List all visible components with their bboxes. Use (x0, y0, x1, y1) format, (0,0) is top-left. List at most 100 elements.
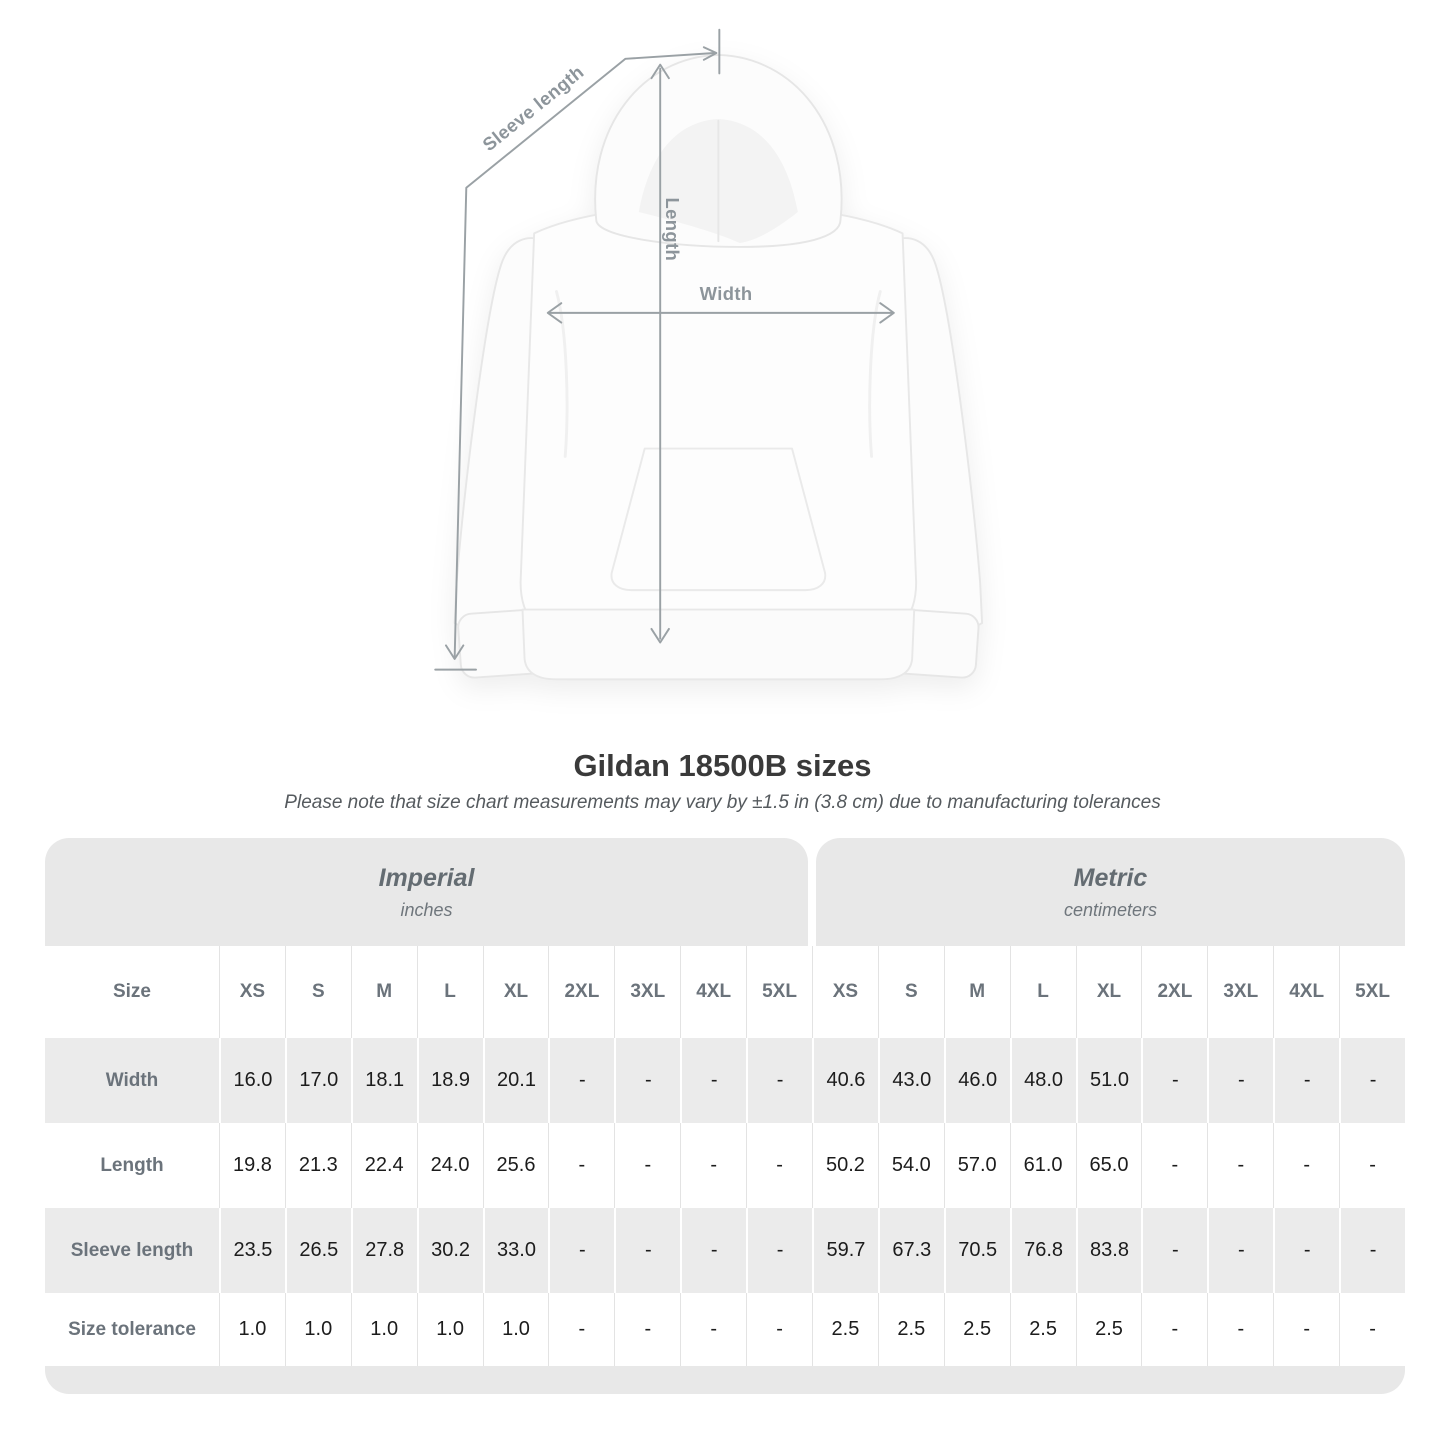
table-cell: - (614, 1293, 680, 1366)
table-cell: 16.0 (219, 1038, 285, 1123)
width-label: Width (700, 283, 753, 304)
length-label: Length (662, 197, 683, 261)
table-cell: - (680, 1038, 746, 1123)
table-cell: - (1339, 1123, 1405, 1208)
table-cell: 40.6 (811, 1038, 878, 1123)
table-row-width: Width 16.0 17.0 18.1 18.9 20.1 - - - - 4… (45, 1038, 1405, 1123)
table-cell: 2.5 (1009, 1293, 1076, 1366)
table-cell: 17.0 (284, 1038, 351, 1123)
table-cell: - (680, 1293, 746, 1366)
table-cell: 76.8 (1009, 1208, 1076, 1293)
table-row-size-tolerance: Size tolerance 1.0 1.0 1.0 1.0 1.0 - - -… (45, 1293, 1405, 1366)
table-cell: 43.0 (877, 1038, 944, 1123)
row-label: Sleeve length (70, 1239, 194, 1261)
table-cell: 19.8 (219, 1123, 285, 1208)
table-cell: - (1207, 1038, 1273, 1123)
table-cell: - (1273, 1038, 1339, 1123)
table-cell: - (548, 1208, 614, 1293)
table-cell: - (548, 1293, 614, 1366)
table-cell: - (1207, 1293, 1273, 1366)
column-header: S (284, 946, 351, 1038)
page-title: Gildan 18500B sizes (573, 748, 872, 783)
table-cell: 1.0 (416, 1293, 483, 1366)
hoodie-pocket (610, 447, 827, 592)
table-cell: - (1273, 1123, 1339, 1208)
table-cell: - (614, 1038, 680, 1123)
table-cell: 21.3 (284, 1123, 351, 1208)
table-cell: 26.5 (284, 1208, 351, 1293)
table-cell: - (548, 1038, 614, 1123)
column-header: 2XL (548, 946, 614, 1038)
row-label: Size tolerance (68, 1318, 196, 1340)
table-cell: 61.0 (1009, 1123, 1076, 1208)
table-cell: 54.0 (877, 1123, 944, 1208)
table-cell: 2.5 (1075, 1293, 1142, 1366)
table-cell: 65.0 (1075, 1123, 1142, 1208)
column-header: XL (482, 946, 549, 1038)
table-cell: 67.3 (877, 1208, 944, 1293)
unit-header-row: Imperial inches Metric centimeters (45, 838, 1405, 946)
table-cell: - (1207, 1123, 1273, 1208)
column-header: L (1009, 946, 1076, 1038)
row-label: Length (100, 1154, 164, 1176)
column-header: M (943, 946, 1010, 1038)
table-cell: 46.0 (943, 1038, 1010, 1123)
sleeve-length-label: Sleeve length (478, 61, 587, 155)
table-cell: - (1141, 1208, 1207, 1293)
column-header: M (350, 946, 417, 1038)
column-header: 3XL (614, 946, 680, 1038)
length-arrow (650, 63, 670, 644)
table-footer-band (45, 1366, 1405, 1394)
table-cell: - (680, 1208, 746, 1293)
table-cell: 2.5 (811, 1293, 878, 1366)
table-cell: 50.2 (811, 1123, 878, 1208)
imperial-label: Imperial (378, 863, 475, 892)
column-header: 3XL (1207, 946, 1273, 1038)
row-header-size: Size (112, 981, 152, 1002)
size-header-row: Size XS S M L XL 2XL 3XL 4XL 5XL XS S M … (45, 946, 1405, 1038)
hoodie-hem-band (521, 608, 916, 681)
table-cell: - (1141, 1038, 1207, 1123)
table-cell: 18.1 (350, 1038, 417, 1123)
table-cell: 2.5 (943, 1293, 1010, 1366)
table-cell: - (1273, 1293, 1339, 1366)
table-cell: 59.7 (811, 1208, 878, 1293)
table-cell: 25.6 (482, 1123, 549, 1208)
table-cell: - (746, 1123, 812, 1208)
table-cell: 18.9 (416, 1038, 483, 1123)
measurement-lines (434, 28, 895, 671)
tolerance-note: Please note that size chart measurements… (284, 792, 1161, 813)
table-cell: 48.0 (1009, 1038, 1076, 1123)
table-cell: 70.5 (943, 1208, 1010, 1293)
table-cell: 23.5 (219, 1208, 285, 1293)
table-cell: - (746, 1038, 812, 1123)
table-cell: 22.4 (350, 1123, 417, 1208)
column-header: 4XL (1273, 946, 1339, 1038)
table-row-length: Length 19.8 21.3 22.4 24.0 25.6 - - - - … (45, 1123, 1405, 1208)
table-cell: - (548, 1123, 614, 1208)
table-cell: 51.0 (1075, 1038, 1142, 1123)
column-header: 2XL (1141, 946, 1207, 1038)
column-header: 5XL (1339, 946, 1405, 1038)
metric-header: Metric centimeters (816, 838, 1405, 946)
table-cell: - (1339, 1293, 1405, 1366)
table-cell: - (1339, 1038, 1405, 1123)
table-cell: - (1273, 1208, 1339, 1293)
table-cell: - (746, 1293, 812, 1366)
title-block: Gildan 18500B sizes Please note that siz… (0, 748, 1445, 814)
column-header: XL (1075, 946, 1142, 1038)
table-cell: 27.8 (350, 1208, 417, 1293)
table-cell: - (1339, 1208, 1405, 1293)
table-cell: 1.0 (219, 1293, 285, 1366)
table-cell: 2.5 (877, 1293, 944, 1366)
hoodie-size-diagram: Sleeve length Length Width (434, 28, 984, 681)
table-cell: 1.0 (482, 1293, 549, 1366)
table-row-sleeve-length: Sleeve length 23.5 26.5 27.8 30.2 33.0 -… (45, 1208, 1405, 1293)
column-header: S (877, 946, 944, 1038)
table-cell: 1.0 (350, 1293, 417, 1366)
table-cell: 20.1 (482, 1038, 549, 1123)
table-cell: 83.8 (1075, 1208, 1142, 1293)
table-cell: - (614, 1208, 680, 1293)
column-header: 4XL (680, 946, 746, 1038)
column-header: XS (811, 946, 878, 1038)
